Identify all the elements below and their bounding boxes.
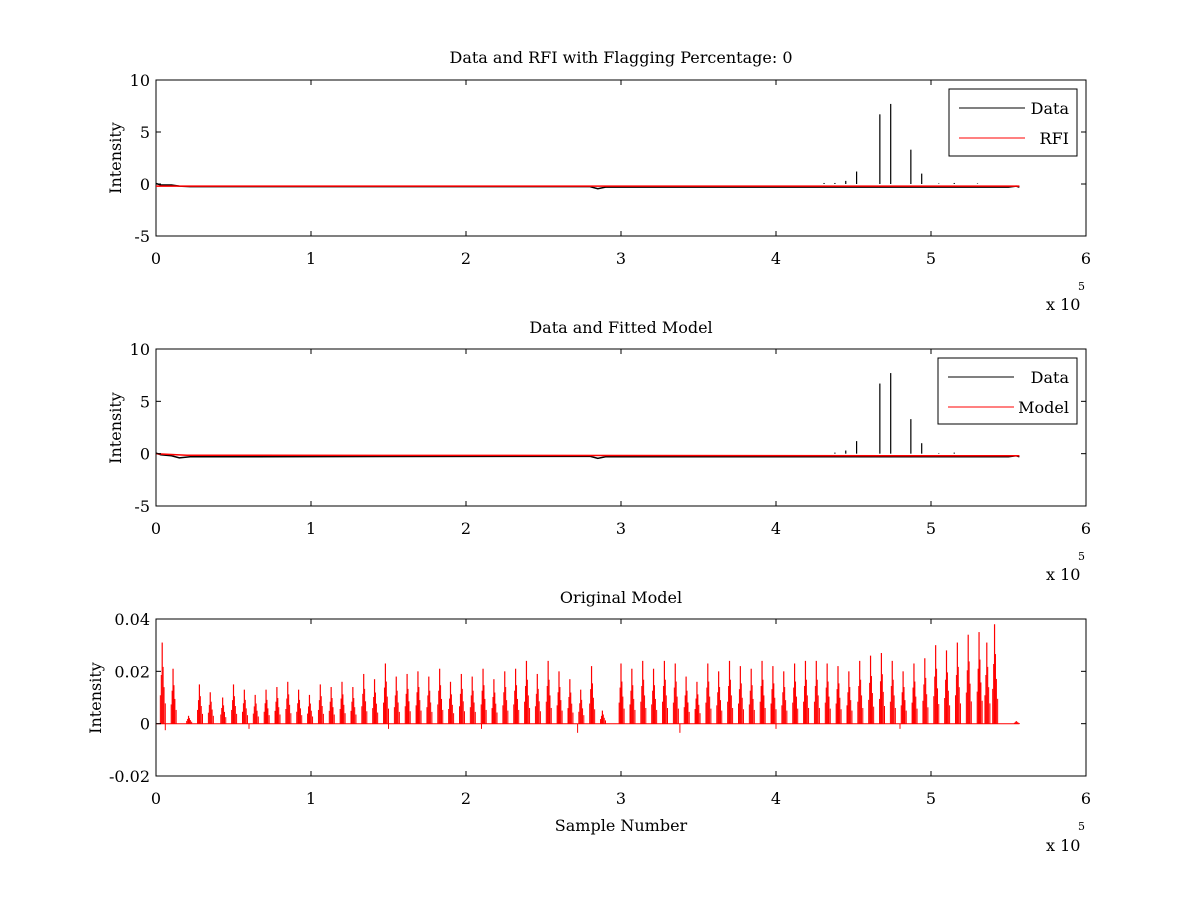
- data-layer: [156, 624, 1020, 733]
- x-tick-label: 4: [771, 519, 781, 538]
- x-tick-label: 4: [771, 249, 781, 268]
- x-multiplier-exponent: 5: [1078, 550, 1085, 563]
- panel-original-model: Original Model Intensity 0 1 2 3 4 5 6-0.0200.…: [86, 588, 1091, 855]
- x-tick-label: 6: [1081, 519, 1091, 538]
- legend: Data RFI: [948, 88, 1078, 157]
- x-tick-label: 1: [306, 789, 316, 808]
- y-tick-label: -5: [134, 497, 150, 516]
- legend-label: Data: [1031, 368, 1070, 387]
- x-axis: 0 1 2 3 4 5 6: [151, 349, 1091, 538]
- x-multiplier-label: x 10: [1046, 836, 1080, 855]
- legend-label: RFI: [1040, 129, 1069, 148]
- y-tick-label: 0.04: [114, 610, 150, 629]
- chart-title: Data and Fitted Model: [529, 318, 712, 337]
- x-multiplier-exponent: 5: [1078, 820, 1085, 833]
- x-tick-label: 3: [616, 789, 626, 808]
- x-tick-label: 0: [151, 789, 161, 808]
- legend-box: [937, 357, 1078, 425]
- y-tick-label: -0.02: [109, 767, 150, 786]
- y-tick-label: -5: [134, 227, 150, 246]
- x-tick-label: 6: [1081, 249, 1091, 268]
- x-multiplier-exponent: 5: [1078, 280, 1085, 293]
- y-axis: -0.02 0 0.02 0.04: [109, 610, 1086, 786]
- x-tick-label: 6: [1081, 789, 1091, 808]
- x-tick-label: 3: [616, 249, 626, 268]
- x-axis-label: Sample Number: [555, 816, 688, 835]
- x-tick-label: 5: [926, 789, 936, 808]
- y-axis: -5 0 5 10: [130, 340, 1086, 516]
- y-tick-label: 5: [140, 392, 150, 411]
- panel-fitted-model: Data and Fitted Model Intensity 0 1 2 3 4 5 6 -…: [106, 318, 1091, 584]
- x-tick-label: 4: [771, 789, 781, 808]
- x-tick-label: 5: [926, 519, 936, 538]
- y-tick-label: 0: [140, 715, 150, 734]
- legend-box: [948, 88, 1078, 157]
- x-tick-label: 1: [306, 519, 316, 538]
- x-tick-label: 3: [616, 519, 626, 538]
- x-tick-label: 0: [151, 249, 161, 268]
- y-tick-label: 0: [140, 445, 150, 464]
- x-tick-label: 1: [306, 249, 316, 268]
- chart-title: Data and RFI with Flagging Percentage: 0: [449, 48, 792, 67]
- chart-title: Original Model: [560, 588, 682, 607]
- y-tick-label: 0: [140, 175, 150, 194]
- x-axis: 0 1 2 3 4 5 6: [151, 619, 1091, 808]
- y-axis-label: Intensity: [106, 392, 125, 464]
- axes-frame: [155, 348, 1087, 507]
- y-axis-label: Intensity: [106, 122, 125, 194]
- panel-rfi: Data and RFI with Flagging Percentage: 0…: [106, 48, 1091, 314]
- y-tick-label: 10: [130, 71, 150, 90]
- x-multiplier-label: x 10: [1046, 295, 1080, 314]
- y-tick-label: 0.02: [114, 662, 150, 681]
- axes-frame: [155, 79, 1087, 237]
- y-axis-label: Intensity: [86, 662, 105, 734]
- data-layer: [156, 103, 1020, 190]
- x-tick-label: 5: [926, 249, 936, 268]
- y-tick-label: 5: [140, 123, 150, 142]
- data-layer: [156, 373, 1020, 460]
- y-axis: -5 0 5 10: [130, 71, 1086, 246]
- legend-label: Data: [1031, 99, 1070, 118]
- x-axis: 0 1 2 3 4 5 6: [151, 80, 1091, 268]
- y-tick-label: 10: [130, 340, 150, 359]
- x-tick-label: 2: [461, 249, 471, 268]
- series-model: [156, 624, 1020, 733]
- series-line: [156, 452, 1020, 457]
- x-tick-label: 2: [461, 519, 471, 538]
- legend-label: Model: [1018, 398, 1069, 417]
- legend: Data Model: [937, 357, 1078, 425]
- x-multiplier-label: x 10: [1046, 565, 1080, 584]
- x-tick-label: 2: [461, 789, 471, 808]
- series-model: [156, 452, 1020, 457]
- x-tick-label: 0: [151, 519, 161, 538]
